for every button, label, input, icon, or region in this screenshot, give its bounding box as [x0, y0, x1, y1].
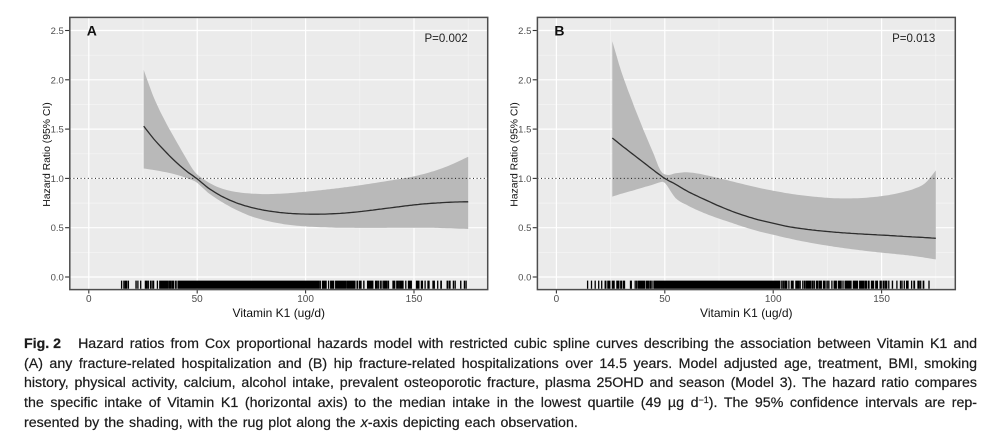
svg-text:1.0: 1.0 [518, 174, 531, 185]
svg-text:Vitamin K1 (ug/d): Vitamin K1 (ug/d) [233, 306, 326, 320]
svg-text:2.5: 2.5 [51, 26, 64, 37]
svg-text:100: 100 [765, 294, 782, 305]
svg-text:Hazard Ratio (95% CI): Hazard Ratio (95% CI) [509, 102, 520, 207]
svg-text:0.0: 0.0 [518, 273, 531, 284]
svg-text:0.0: 0.0 [51, 273, 64, 284]
svg-text:2.0: 2.0 [518, 75, 531, 86]
svg-text:150: 150 [406, 294, 423, 305]
svg-text:0.5: 0.5 [51, 223, 64, 234]
svg-text:Vitamin K1 (ug/d): Vitamin K1 (ug/d) [700, 306, 793, 320]
svg-text:2.0: 2.0 [51, 75, 64, 86]
svg-text:B: B [554, 23, 564, 39]
svg-text:100: 100 [297, 294, 314, 305]
svg-text:A: A [87, 23, 97, 39]
svg-text:2.5: 2.5 [518, 26, 531, 37]
svg-text:0.5: 0.5 [518, 223, 531, 234]
svg-text:Hazard Ratio (95% CI): Hazard Ratio (95% CI) [42, 102, 53, 207]
svg-text:150: 150 [873, 294, 890, 305]
svg-text:0: 0 [86, 294, 92, 305]
svg-text:1.5: 1.5 [51, 125, 64, 136]
svg-text:50: 50 [192, 294, 204, 305]
svg-text:1.0: 1.0 [51, 174, 64, 185]
svg-text:P=0.013: P=0.013 [892, 33, 935, 45]
svg-text:0: 0 [554, 294, 560, 305]
svg-text:50: 50 [659, 294, 671, 305]
svg-text:1.5: 1.5 [518, 125, 531, 136]
svg-text:P=0.002: P=0.002 [425, 33, 468, 45]
